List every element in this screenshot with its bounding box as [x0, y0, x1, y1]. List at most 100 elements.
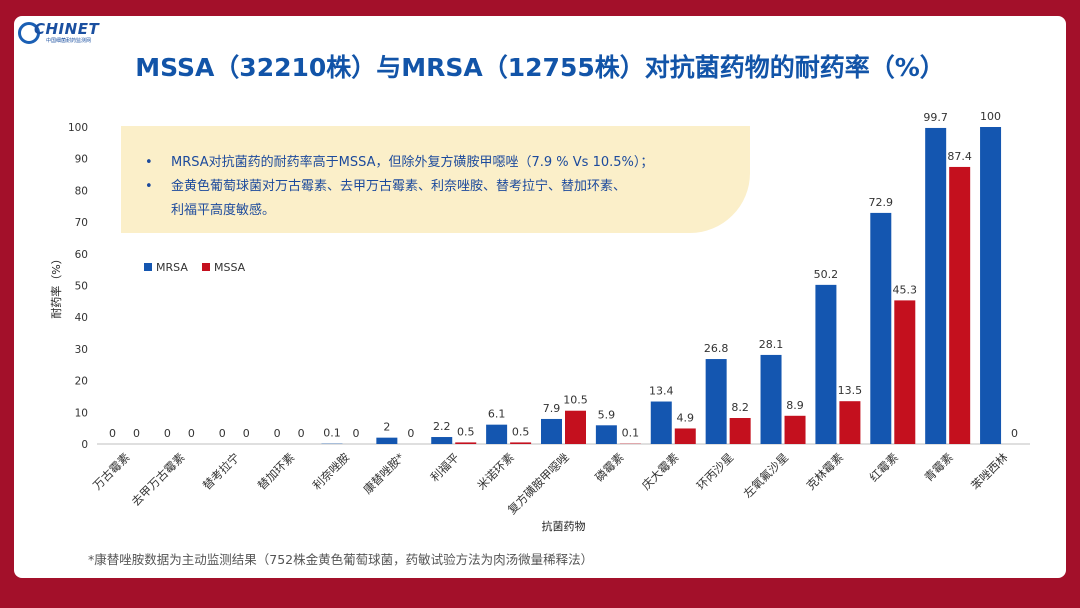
data-label-mrsa: 50.2: [814, 268, 839, 281]
data-label-mssa: 10.5: [563, 394, 588, 407]
data-label-mrsa: 100: [980, 110, 1001, 123]
data-label-mrsa: 72.9: [869, 196, 894, 209]
x-axis-label: 抗菌药物: [542, 519, 586, 533]
bar-mssa: [565, 410, 586, 444]
x-tick-label: 庆大霉素: [639, 450, 681, 492]
x-tick-label: 克林霉素: [804, 450, 846, 492]
data-label-mrsa: 0: [274, 427, 281, 440]
bar-mssa: [674, 428, 696, 444]
bar-mrsa: [870, 212, 892, 444]
bar-mssa: [510, 442, 532, 444]
note-text: MRSA对抗菌药的耐药率高于MSSA，但除外复方磺胺甲噁唑（7.9 % Vs 1…: [171, 155, 654, 170]
data-label-mrsa: 26.8: [704, 342, 729, 355]
data-label-mrsa: 2: [383, 421, 390, 434]
data-label-mssa: 0: [1011, 427, 1018, 440]
y-tick-label: 90: [75, 154, 88, 166]
data-label-mssa: 0: [188, 427, 195, 440]
bar-mrsa: [541, 418, 562, 444]
x-tick-label: 康替唑胺*: [360, 450, 407, 497]
data-label-mrsa: 0.1: [323, 427, 341, 440]
y-tick-label: 60: [75, 249, 88, 261]
x-tick-label: 苯唑西林: [968, 450, 1011, 493]
bullet-icon: •: [145, 179, 153, 194]
data-label-mrsa: 13.4: [649, 385, 674, 398]
data-label-mrsa: 99.7: [923, 111, 948, 124]
bar-mrsa: [815, 284, 837, 444]
x-tick-label: 万古霉素: [90, 450, 132, 492]
data-label-mssa: 0: [243, 427, 250, 440]
bar-mssa: [894, 300, 916, 444]
y-tick-label: 40: [75, 312, 88, 324]
y-tick-label: 10: [75, 407, 88, 419]
legend-label-mrsa: MRSA: [156, 261, 188, 274]
data-label-mssa: 0.5: [457, 425, 475, 438]
x-tick-label: 利奈唑胺: [310, 450, 353, 493]
legend-label-mssa: MSSA: [214, 261, 246, 274]
bar-mrsa: [925, 127, 947, 445]
data-label-mssa: 8.9: [786, 399, 804, 412]
note-list: • MRSA对抗菌药的耐药率高于MSSA，但除外复方磺胺甲噁唑（7.9 % Vs …: [145, 151, 653, 223]
legend-swatch-mrsa: [144, 263, 152, 271]
bar-mssa: [729, 418, 751, 444]
bar-mrsa: [650, 401, 672, 444]
note-text: 金黄色葡萄球菌对万古霉素、去甲万古霉素、利奈唑胺、替考拉宁、替加环素、: [171, 179, 627, 194]
bar-mrsa: [486, 424, 508, 444]
bar-mrsa: [595, 425, 617, 444]
data-label-mrsa: 28.1: [759, 338, 784, 351]
y-axis-label: 耐药率（%）: [49, 253, 63, 318]
bar-mrsa: [705, 359, 727, 444]
chinet-logo: CHINET 中国细菌耐药监测网: [18, 20, 108, 50]
y-tick-label: 80: [75, 185, 88, 197]
x-tick-label: 磷霉素: [592, 450, 626, 484]
bar-mssa: [455, 442, 477, 444]
bar-mrsa: [431, 437, 453, 444]
logo-ring-icon: [18, 22, 40, 44]
bar-mrsa: [980, 127, 1002, 444]
data-label-mrsa: 5.9: [598, 408, 616, 421]
y-tick-label: 70: [75, 217, 88, 229]
note-text: 利福平高度敏感。: [171, 203, 276, 218]
logo-subtext: 中国细菌耐药监测网: [46, 38, 92, 44]
data-label-mssa: 0: [298, 427, 305, 440]
legend-swatch-mssa: [202, 263, 210, 271]
x-tick-label: 米诺环素: [474, 450, 516, 492]
logo-text: CHINET: [34, 20, 100, 38]
y-tick-label: 50: [75, 281, 88, 293]
bullet-icon: •: [145, 155, 153, 170]
x-tick-label: 替考拉宁: [200, 450, 242, 492]
bar-mrsa: [376, 437, 398, 444]
x-tick-label: 青霉素: [922, 450, 956, 484]
x-tick-label: 红霉素: [867, 450, 901, 484]
x-tick-label: 替加环素: [255, 450, 297, 492]
y-tick-label: 0: [81, 439, 88, 451]
slide-title: MSSA（32210株）与MRSA（12755株）对抗菌药物的耐药率（%）: [135, 53, 945, 82]
y-tick-label: 20: [75, 376, 88, 388]
data-label-mrsa: 7.9: [543, 402, 561, 415]
data-label-mssa: 0.1: [622, 427, 640, 440]
data-label-mssa: 0: [407, 427, 414, 440]
data-label-mrsa: 0: [164, 427, 171, 440]
x-tick-label: 环丙沙星: [694, 450, 736, 492]
note-item: • MRSA对抗菌药的耐药率高于MSSA，但除外复方磺胺甲噁唑（7.9 % Vs …: [145, 151, 653, 175]
x-tick-label: 去甲万古霉素: [129, 450, 188, 509]
x-tick-label: 左氧氟沙星: [741, 450, 792, 501]
data-label-mssa: 45.3: [893, 283, 918, 296]
footnote: *康替唑胺数据为主动监测结果（752株金黄色葡萄球菌，药敏试验方法为肉汤微量稀释…: [88, 552, 594, 567]
note-box: [121, 126, 750, 233]
data-label-mssa: 13.5: [838, 384, 863, 397]
data-label-mssa: 0: [352, 427, 359, 440]
data-label-mssa: 4.9: [677, 411, 695, 424]
bar-mssa: [839, 401, 861, 444]
bar-mrsa: [760, 354, 782, 444]
y-tick-label: 100: [68, 122, 88, 134]
note-item: • 金黄色葡萄球菌对万古霉素、去甲万古霉素、利奈唑胺、替考拉宁、替加环素、: [145, 175, 653, 199]
data-label-mssa: 8.2: [731, 401, 749, 414]
data-label-mrsa: 0: [109, 427, 116, 440]
data-label-mrsa: 2.2: [433, 420, 451, 433]
data-label-mssa: 0.5: [512, 425, 530, 438]
data-label-mrsa: 6.1: [488, 408, 506, 421]
y-tick-label: 30: [75, 344, 88, 356]
x-tick-label: 利福平: [428, 450, 462, 484]
data-label-mrsa: 0: [219, 427, 226, 440]
